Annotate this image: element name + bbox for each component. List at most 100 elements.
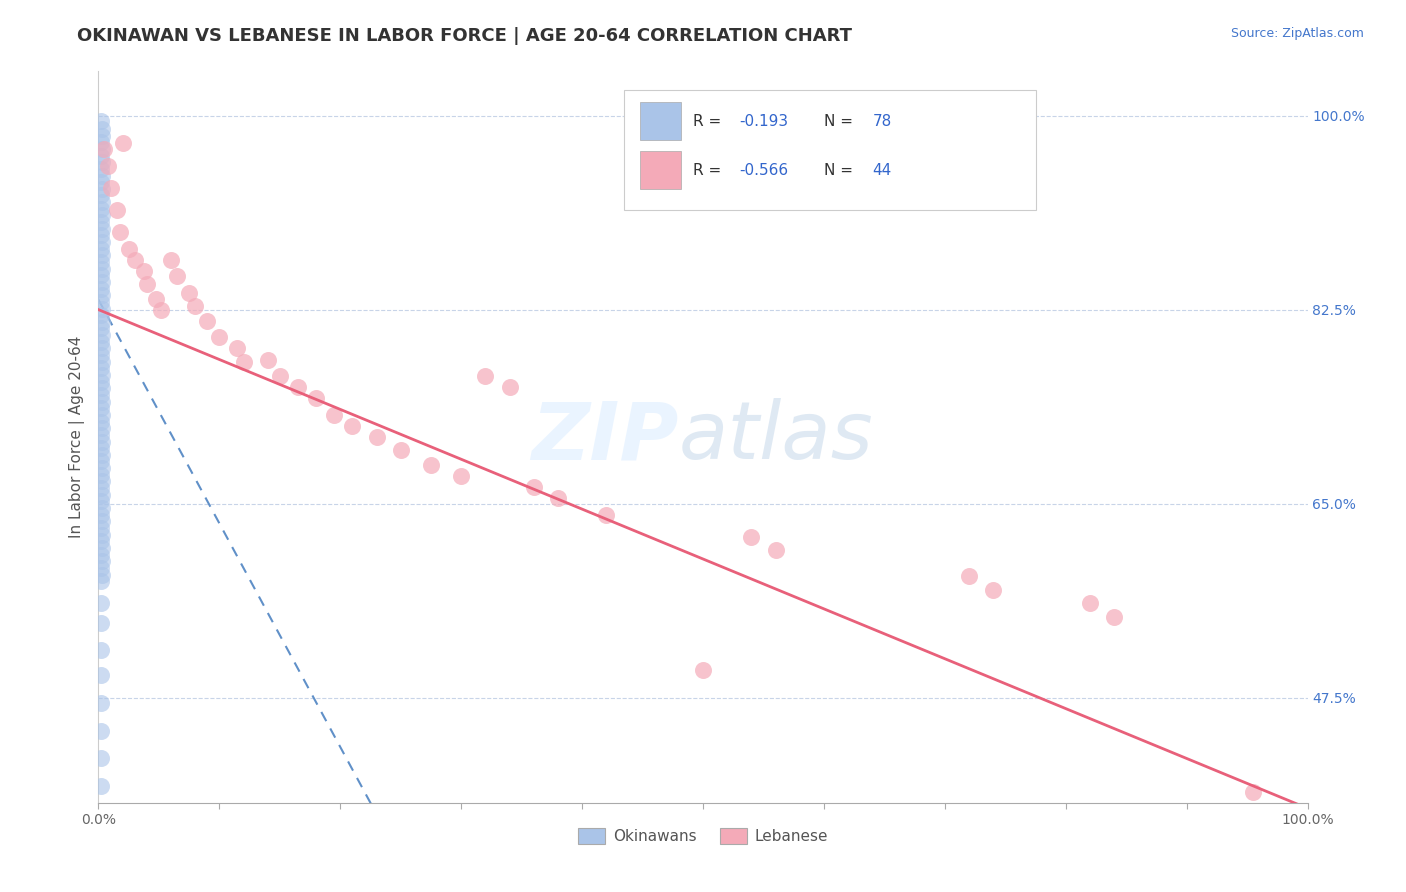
Point	[208, 330, 231, 344]
Point	[91, 381, 114, 395]
Point	[90, 521, 112, 535]
Point	[91, 567, 114, 582]
Point	[91, 315, 114, 329]
Point	[90, 696, 112, 710]
Point	[108, 225, 131, 239]
Point	[179, 285, 201, 300]
Point	[90, 255, 112, 269]
Point	[90, 348, 112, 362]
Point	[91, 355, 114, 369]
Text: atlas: atlas	[679, 398, 873, 476]
Point	[90, 294, 112, 309]
Point	[91, 554, 114, 568]
Point	[91, 475, 114, 489]
Point	[91, 488, 114, 502]
Point	[91, 128, 114, 143]
Point	[90, 574, 112, 589]
Text: N =: N =	[824, 113, 858, 128]
Point	[90, 534, 112, 549]
Point	[91, 182, 114, 196]
Point	[90, 268, 112, 283]
Text: 78: 78	[872, 113, 891, 128]
Text: 44: 44	[872, 162, 891, 178]
Point	[91, 421, 114, 435]
Point	[91, 235, 114, 249]
Point	[90, 508, 112, 522]
Point	[105, 202, 128, 217]
Point	[90, 148, 112, 162]
Point	[740, 530, 762, 544]
Point	[595, 508, 617, 522]
Point	[91, 461, 114, 475]
Point	[90, 375, 112, 389]
Text: -0.566: -0.566	[740, 162, 789, 178]
Point	[134, 264, 156, 278]
Point	[91, 142, 114, 156]
Point	[287, 380, 309, 394]
Point	[90, 136, 112, 150]
Point	[91, 394, 114, 409]
Point	[91, 301, 114, 316]
Point	[91, 195, 114, 210]
Point	[1078, 596, 1101, 610]
Point	[91, 155, 114, 169]
Point	[498, 380, 520, 394]
Point	[91, 541, 114, 555]
Point	[100, 180, 122, 194]
Point	[1241, 785, 1264, 799]
Point	[765, 543, 787, 558]
Point	[91, 342, 114, 356]
Point	[305, 392, 328, 406]
Point	[91, 261, 114, 276]
Point	[90, 202, 112, 216]
Point	[118, 242, 141, 256]
Point	[90, 228, 112, 243]
FancyBboxPatch shape	[640, 102, 682, 140]
Point	[91, 328, 114, 343]
Point	[90, 596, 112, 610]
Point	[269, 369, 291, 384]
Point	[90, 242, 112, 256]
Point	[90, 114, 112, 128]
Point	[90, 779, 112, 793]
Legend: Okinawans, Lebanese: Okinawans, Lebanese	[572, 822, 834, 850]
Point	[90, 321, 112, 335]
Point	[135, 277, 157, 292]
Point	[150, 302, 173, 317]
Point	[90, 428, 112, 442]
Point	[90, 401, 112, 416]
Point	[91, 275, 114, 289]
Point	[97, 159, 120, 173]
Point	[90, 454, 112, 468]
Point	[91, 122, 114, 136]
Point	[124, 252, 146, 267]
Point	[91, 527, 114, 541]
Point	[91, 434, 114, 449]
Text: R =: R =	[693, 113, 727, 128]
Point	[90, 751, 112, 765]
Point	[547, 491, 569, 505]
Point	[342, 419, 364, 434]
Point	[90, 494, 112, 508]
Point	[1102, 609, 1125, 624]
Point	[474, 369, 496, 384]
Point	[93, 142, 115, 156]
Point	[90, 334, 112, 349]
Point	[90, 282, 112, 296]
Point	[91, 221, 114, 235]
Text: OKINAWAN VS LEBANESE IN LABOR FORCE | AGE 20-64 CORRELATION CHART: OKINAWAN VS LEBANESE IN LABOR FORCE | AG…	[77, 27, 852, 45]
Point	[226, 342, 249, 356]
Point	[90, 441, 112, 455]
Point	[91, 209, 114, 223]
Point	[692, 663, 714, 677]
Point	[145, 292, 167, 306]
Point	[166, 269, 188, 284]
Point	[111, 136, 134, 151]
Point	[160, 252, 183, 267]
Point	[523, 480, 546, 494]
Point	[90, 188, 112, 202]
Point	[90, 561, 112, 575]
Point	[91, 288, 114, 302]
Point	[91, 169, 114, 183]
Point	[420, 458, 443, 472]
